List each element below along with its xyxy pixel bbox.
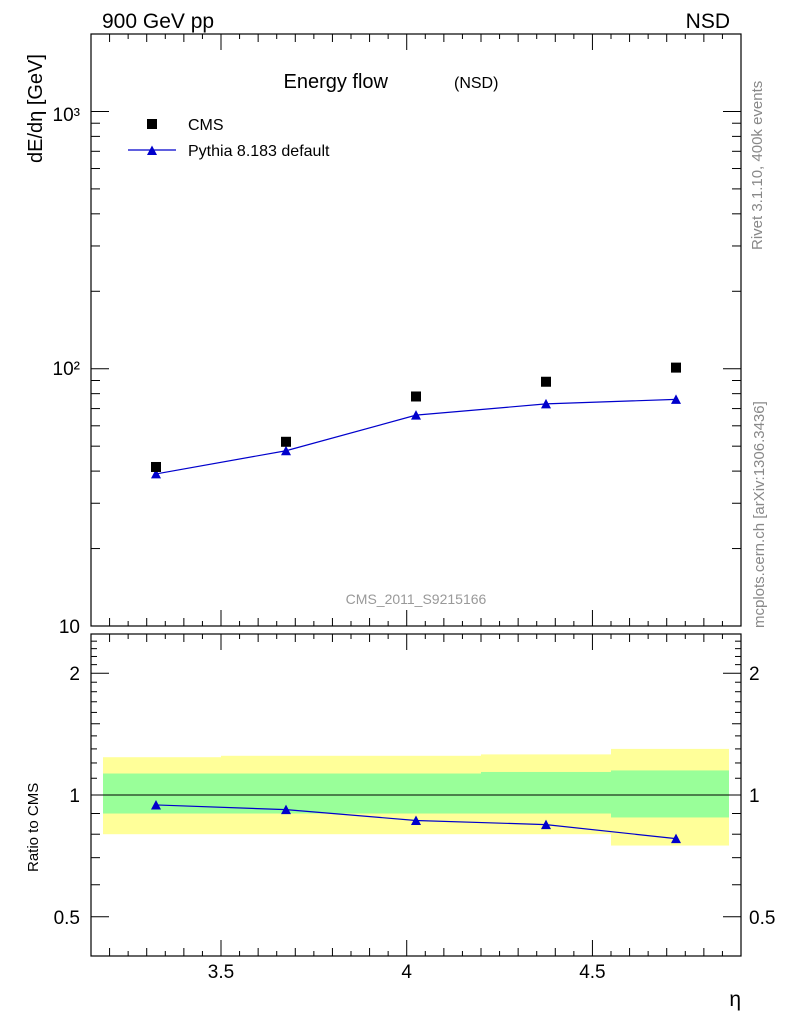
xtick-label-0: 3.5: [208, 962, 234, 983]
xtick-label-1: 4: [401, 962, 412, 983]
ratio-ylabel: Ratio to CMS: [25, 783, 42, 872]
main-data-marks: [151, 362, 681, 479]
main-panel: Energy flow (NSD) dE/dη [GeV] 10 10² 10³…: [25, 33, 742, 638]
ratio-ytick-label-right-1: 1: [749, 786, 760, 807]
ytick-label-1000-text: 10³: [53, 105, 80, 126]
legend-cms-label: CMS: [188, 117, 224, 134]
pythia-point-4: [671, 394, 681, 404]
mcplots-label: mcplots.cern.ch [arXiv:1306.3436]: [751, 401, 768, 628]
ytick-label-1000: 10³: [53, 105, 80, 126]
cms-point-3: [541, 376, 551, 387]
legend-cms-marker: [147, 119, 157, 129]
pythia-point-3: [541, 398, 551, 409]
ratio-xlabel: η: [729, 988, 741, 1011]
header-left: 900 GeV pp: [102, 10, 214, 33]
ratio-band-inner-4: [611, 770, 729, 818]
pythia-point-1: [281, 445, 291, 456]
ratio-frame: [90, 633, 742, 957]
cms-point-1: [281, 436, 291, 447]
ratio-pythia-point-4: [671, 833, 681, 844]
legend-pythia-label: Pythia 8.183 default: [188, 143, 330, 160]
legend-pythia-marker: [147, 145, 157, 155]
rivet-label: Rivet 3.1.10, 400k events: [749, 81, 766, 250]
cms-point-2: [411, 391, 421, 402]
ratio-band-inner-2: [351, 773, 481, 814]
ratio-ytick-label-right-0: 0.5: [749, 908, 775, 929]
ratio-panel: Ratio to CMS η 0.5 0.5 1 1 2 2 3.5 4 4.5: [25, 633, 776, 1011]
header-right: NSD: [686, 10, 730, 33]
ratio-pythia-point-3: [541, 819, 551, 830]
legend: CMS Pythia 8.183 default: [128, 117, 330, 160]
ratio-pythia-point-1: [281, 804, 291, 815]
ratio-pythia-point-0: [151, 799, 161, 810]
xtick-label-2: 4.5: [579, 962, 605, 983]
ratio-bands: [91, 748, 741, 846]
main-frame: [90, 33, 742, 627]
analysis-id: CMS_2011_S9215166: [346, 591, 487, 607]
ratio-tick-labels: 0.5 0.5 1 1 2 2 3.5 4 4.5: [54, 664, 776, 983]
ytick-label-100-text: 10²: [53, 359, 80, 380]
ratio-ytick-label-left-1: 1: [69, 786, 80, 807]
ratio-ytick-label-left-2: 2: [69, 664, 80, 685]
ratio-ytick-label-right-2: 2: [749, 664, 760, 685]
ratio-pythia-point-2: [411, 815, 421, 825]
ratio-data-marks: [151, 799, 681, 844]
pythia-point-0: [151, 468, 161, 479]
ytick-label-10: 10: [59, 617, 80, 638]
main-title: Energy flow: [284, 71, 389, 93]
ratio-ytick-label-left-0: 0.5: [54, 908, 80, 929]
cms-point-0: [151, 461, 161, 472]
pythia-point-2: [411, 410, 421, 420]
ytick-label-100: 10²: [53, 359, 80, 380]
main-title-suffix: (NSD): [454, 75, 498, 92]
ratio-band-inner-0: [103, 773, 221, 814]
cms-point-4: [671, 362, 681, 373]
ratio-band-inner-3: [481, 771, 611, 814]
main-ylabel: dE/dη [GeV]: [25, 54, 47, 163]
